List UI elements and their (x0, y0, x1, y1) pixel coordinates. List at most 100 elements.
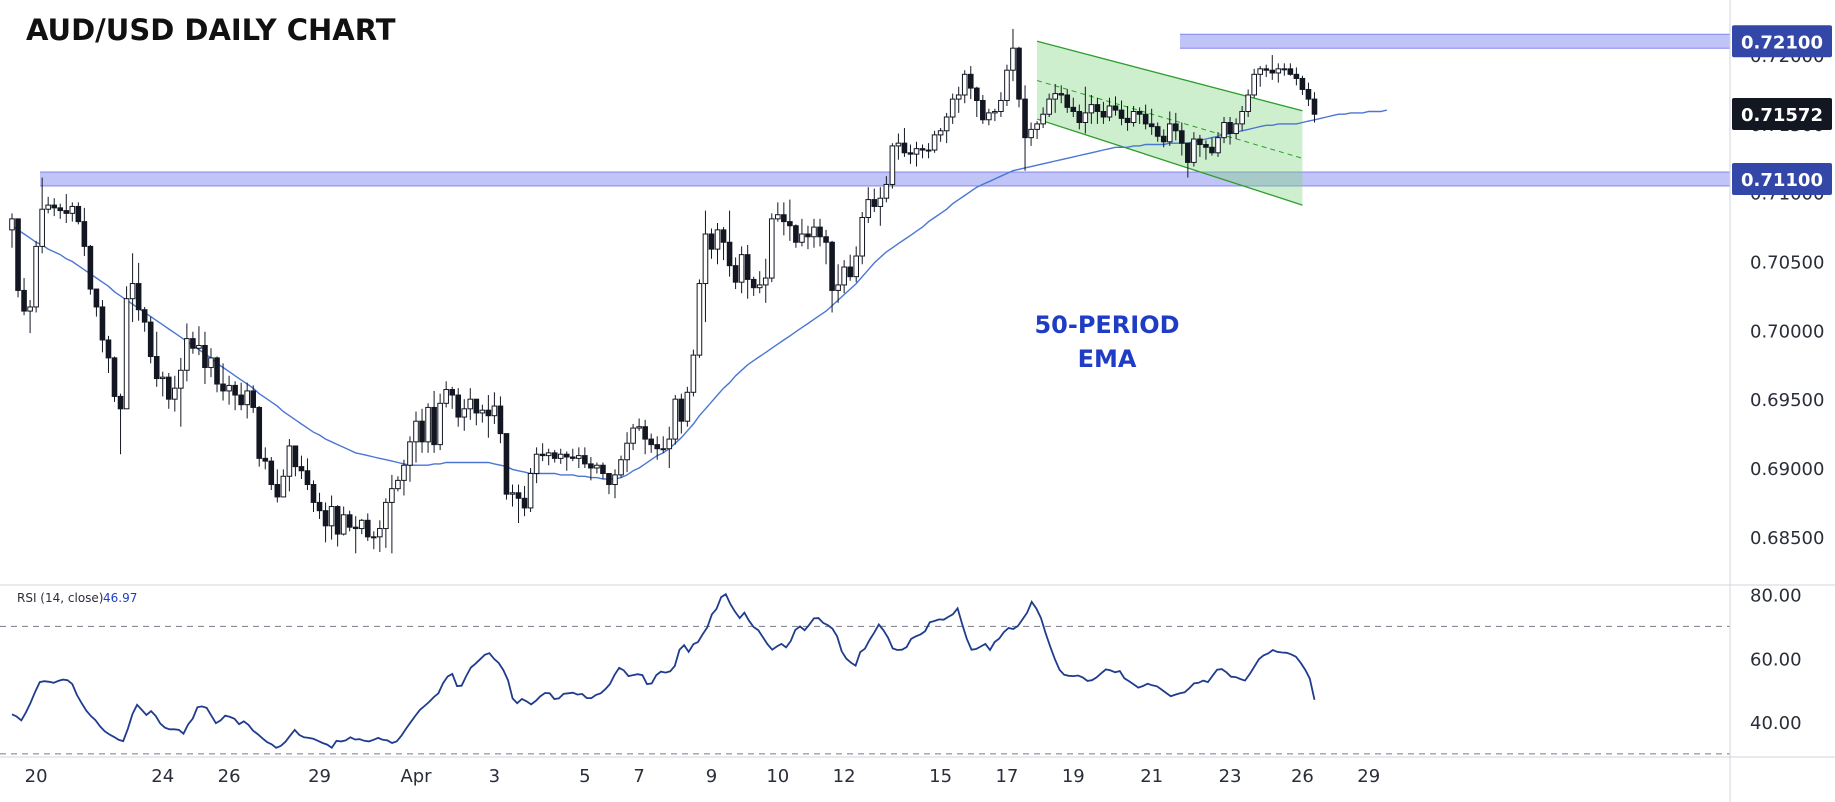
candle (781, 202, 787, 236)
candle (636, 418, 642, 431)
candle (202, 331, 208, 385)
price-tag-label: 0.71100 (1741, 170, 1823, 191)
candle (509, 484, 516, 507)
candle-body-down (473, 398, 480, 414)
candle-body-down (1070, 106, 1077, 112)
candle (485, 395, 492, 438)
candle (967, 66, 974, 100)
candle-body-down (316, 501, 323, 512)
candle (1197, 134, 1203, 157)
candle-body-up (45, 204, 51, 210)
candle-body-up (509, 492, 516, 495)
rsi-layer (0, 592, 1730, 755)
candle (961, 70, 968, 104)
candle (1046, 93, 1052, 117)
candle-body-down (105, 339, 112, 359)
candle (702, 210, 709, 323)
candle (316, 492, 323, 519)
candle-body-up (841, 266, 847, 286)
candle (419, 408, 425, 453)
candle (39, 177, 45, 254)
candle-body-up (895, 142, 902, 147)
candle (364, 513, 371, 541)
candle (606, 473, 612, 495)
candle (690, 349, 697, 397)
candle (563, 451, 570, 471)
candle (1094, 97, 1101, 124)
candle-body-up (358, 519, 365, 530)
candle-body-up (1233, 123, 1239, 135)
candle (805, 225, 811, 250)
candle-body-up (1052, 93, 1058, 100)
chart-title: AUD/USD DAILY CHART (26, 13, 396, 47)
candles-layer (9, 28, 1318, 554)
candle (937, 128, 944, 142)
candle-body-down (750, 278, 757, 289)
ema-50-line (11, 109, 1387, 480)
candle-body-down (238, 394, 244, 406)
candle (841, 260, 847, 294)
candle-body-down (87, 245, 94, 290)
candle-body-up (491, 405, 498, 417)
level-bands-layer (40, 33, 1730, 187)
candle (859, 211, 866, 265)
candle (1305, 82, 1312, 106)
candle-body-down (588, 463, 594, 469)
candle-body-up (576, 455, 582, 459)
candle (612, 469, 618, 499)
candle-body-down (823, 236, 829, 243)
candle-body-down (503, 433, 510, 495)
candle-body-down (1293, 73, 1300, 79)
candle (153, 331, 160, 387)
candle-body-up (618, 459, 624, 476)
date-tick-label: 26 (1291, 766, 1314, 787)
price-tick-label: 0.70500 (1750, 253, 1824, 274)
candle (27, 300, 33, 334)
candle (377, 520, 383, 552)
candle-body-down (322, 510, 329, 527)
candle (1166, 111, 1173, 146)
rsi-line (11, 592, 1316, 750)
candle (877, 187, 884, 226)
candle (1311, 92, 1318, 123)
candle-body-up (1166, 123, 1173, 143)
candle (576, 447, 582, 468)
candle (473, 398, 480, 426)
candle-body-up (1106, 105, 1113, 118)
candle (15, 218, 21, 298)
candle-body-down (829, 241, 835, 291)
candle-body-up (624, 442, 630, 461)
candle (172, 375, 178, 412)
candle-body-up (286, 445, 293, 477)
candle-body-down (642, 426, 648, 440)
candle (371, 531, 377, 550)
candle (250, 385, 256, 413)
date-tick-label: 23 (1219, 766, 1242, 787)
candle (980, 94, 986, 124)
candle-body-up (925, 149, 932, 152)
candle-body-up (1239, 110, 1245, 125)
candle (1076, 104, 1083, 130)
candle (352, 516, 359, 554)
candle-body-up (401, 464, 407, 481)
candle (775, 202, 781, 222)
candle (750, 276, 757, 296)
candle-body-up (557, 453, 564, 459)
candle (799, 218, 805, 247)
candle-body-down (455, 394, 462, 418)
candle-body-down (214, 357, 220, 385)
candle-body-down (515, 492, 522, 499)
level-band (1180, 34, 1730, 49)
candle-body-down (51, 204, 58, 209)
candle (594, 462, 600, 474)
candle (455, 388, 462, 427)
candle (1203, 140, 1209, 160)
candle (256, 406, 263, 467)
candle-body-down (1058, 93, 1065, 96)
candle (1221, 117, 1227, 144)
candle (527, 468, 534, 513)
candle-body-down (732, 265, 739, 283)
candle-body-up (461, 408, 468, 418)
candle (184, 323, 190, 382)
candle-body-up (998, 99, 1004, 112)
